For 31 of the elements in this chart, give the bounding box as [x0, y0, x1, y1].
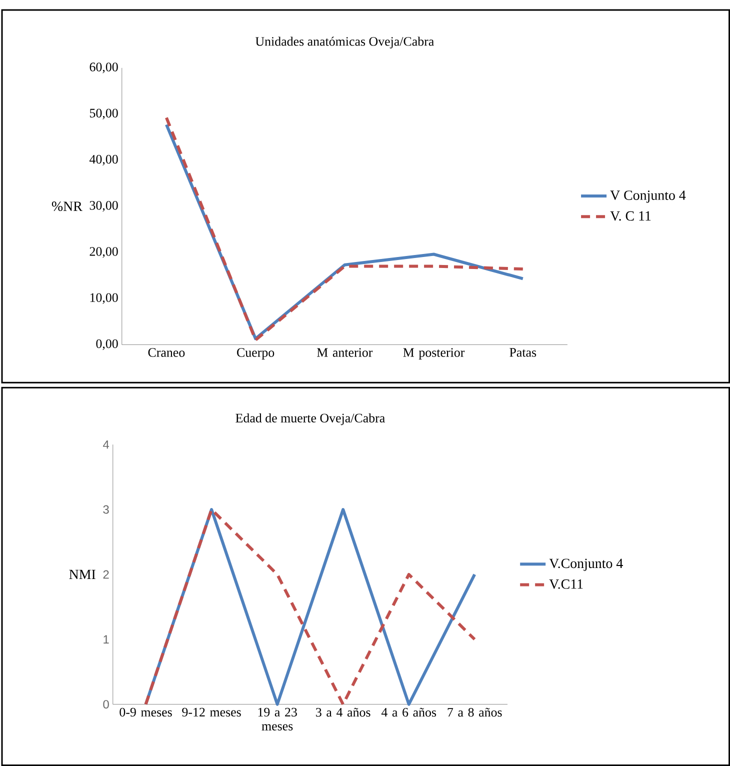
x-tick-label: 0-9 meses [120, 708, 172, 717]
x-tick-label: 4 a 6 años [381, 708, 436, 717]
y-tick-label: 0,00 [96, 339, 118, 350]
y-tick-label: 0 [103, 700, 109, 709]
x-tick-label: Patas [510, 348, 536, 357]
y-tick-label: 30,00 [90, 200, 118, 212]
y-tick-label: 40,00 [89, 154, 118, 166]
x-tick-label: M anterior [317, 348, 373, 357]
legend-label: V. C 11 [610, 211, 651, 221]
chart-title: Unidades anatómicas Oveja/Cabra [255, 36, 434, 48]
x-tick-label: 19 a 23 meses [258, 708, 297, 730]
y-axis-title: NMI [69, 570, 96, 579]
x-tick-label: 9-12 meses [182, 708, 241, 717]
x-tick-label: M posterior [403, 348, 465, 360]
y-tick-label: 60,00 [90, 62, 118, 74]
y-axis-title: %NR [52, 202, 82, 212]
x-tick-label: Cuerpo [237, 348, 274, 360]
legend-label: V.C11 [549, 579, 583, 589]
y-tick-label: 4 [102, 440, 110, 449]
y-tick-label: 1 [104, 635, 109, 644]
y-tick-label: 50,00 [90, 108, 118, 120]
y-tick-label: 10,00 [90, 293, 118, 304]
legend-label: V Conjunto 4 [610, 190, 686, 203]
x-tick-label: 3 a 4 años [316, 708, 370, 717]
y-tick-label: 2 [103, 570, 109, 579]
y-tick-label: 3 [103, 505, 109, 514]
legend-label: V.Conjunto 4 [549, 558, 623, 571]
y-tick-label: 20,00 [90, 247, 118, 258]
chart-title: Edad de muerte Oveja/Cabra [236, 413, 385, 426]
x-tick-label: 7 a 8 años [448, 708, 502, 717]
x-tick-label: Craneo [148, 348, 185, 357]
